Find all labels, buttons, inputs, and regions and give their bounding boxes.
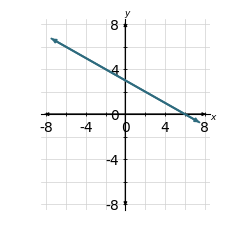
Text: x: x	[209, 113, 215, 122]
Text: y: y	[124, 9, 129, 18]
